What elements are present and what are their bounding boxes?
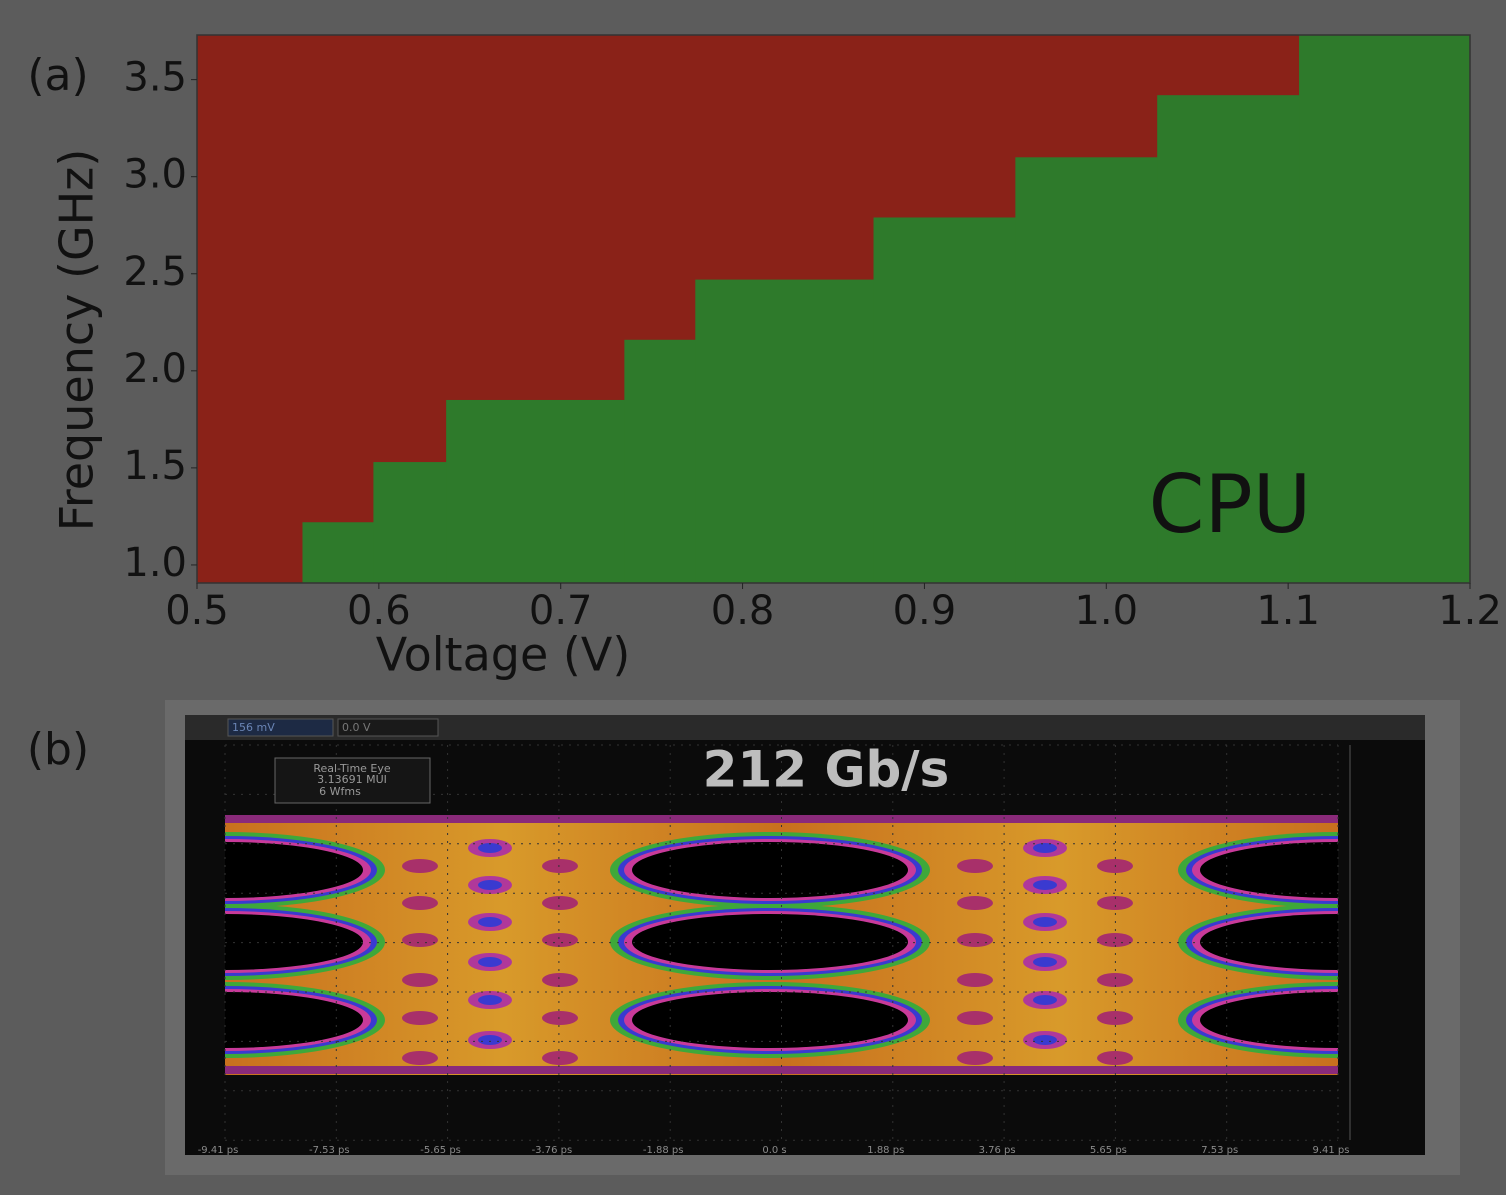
pass-region xyxy=(695,279,875,583)
crossing-dot xyxy=(402,859,438,873)
shmoo-plot: 0.5 0.6 0.7 0.8 0.9 1.0 1.1 1.2 1.0 1.5 2.0 2.5 3.0 3… xyxy=(123,34,1502,634)
eye-opening xyxy=(1200,842,1338,898)
eye-opening xyxy=(225,914,363,970)
crossing-dot xyxy=(1097,896,1133,910)
crossing-dot xyxy=(957,896,993,910)
crossing-dot xyxy=(957,1051,993,1065)
crossing-dot xyxy=(402,973,438,987)
pass-region xyxy=(446,399,625,583)
crossing-dot xyxy=(542,933,578,947)
time-label: 1.88 ps xyxy=(867,1145,904,1156)
crossing-dot xyxy=(957,1011,993,1025)
x-tick-label: 1.2 xyxy=(1438,588,1502,634)
pass-region xyxy=(624,339,696,583)
eye-opening xyxy=(632,914,908,970)
crossing-dot xyxy=(478,995,502,1005)
pass-region xyxy=(1299,35,1471,583)
x-tick-label: 1.0 xyxy=(1074,588,1138,634)
time-label: 5.65 ps xyxy=(1090,1145,1127,1156)
pass-region xyxy=(1015,157,1158,584)
eye-opening xyxy=(225,992,363,1048)
x-axis-label: Voltage (V) xyxy=(376,628,631,682)
y-tick-label: 2.0 xyxy=(123,346,187,392)
crossing-dot xyxy=(478,843,502,853)
crossing-dot xyxy=(478,917,502,927)
pass-region xyxy=(373,462,447,583)
eye-edge xyxy=(225,1066,1338,1074)
eye-diagram xyxy=(225,815,1338,1075)
time-label: -7.53 ps xyxy=(309,1145,350,1156)
pass-region xyxy=(1157,95,1300,583)
x-tick-label: 0.8 xyxy=(711,588,775,634)
y-tick-label: 1.5 xyxy=(123,443,187,489)
eye-opening xyxy=(1200,914,1338,970)
crossing-dot xyxy=(542,973,578,987)
time-label: 3.76 ps xyxy=(979,1145,1016,1156)
y-tick-label: 2.5 xyxy=(123,249,187,295)
crossing-dot xyxy=(1097,973,1133,987)
y-tick-label: 1.0 xyxy=(123,540,187,586)
x-tick-label: 0.6 xyxy=(347,588,411,634)
x-tick-label: 1.1 xyxy=(1256,588,1320,634)
crossing-dot xyxy=(542,859,578,873)
annotation: CPU xyxy=(1149,458,1312,551)
pass-region xyxy=(302,522,374,583)
time-label: -5.65 ps xyxy=(420,1145,461,1156)
eye-opening xyxy=(632,842,908,898)
crossing-dot xyxy=(542,1051,578,1065)
crossing-dot xyxy=(402,1011,438,1025)
toolbar-field xyxy=(227,718,334,737)
eye-title: 212 Gb/s xyxy=(703,741,950,799)
crossing-dot xyxy=(1033,880,1057,890)
crossing-dot xyxy=(1097,933,1133,947)
crossing-dot xyxy=(478,1035,502,1045)
info-text: Real-Time Eye xyxy=(313,762,391,775)
x-tick-label: 0.9 xyxy=(893,588,957,634)
crossing-dot xyxy=(957,859,993,873)
time-label: 7.53 ps xyxy=(1201,1145,1238,1156)
crossing-dot xyxy=(402,1051,438,1065)
y-tick-label: 3.5 xyxy=(123,55,187,101)
info-box xyxy=(274,757,431,804)
plot-border xyxy=(196,34,1471,584)
time-label: -3.76 ps xyxy=(532,1145,573,1156)
crossing-dot xyxy=(1033,1035,1057,1045)
crossing-dot xyxy=(402,933,438,947)
crossing-dot xyxy=(402,896,438,910)
crossing-dot xyxy=(1033,957,1057,967)
crossing-dot xyxy=(957,933,993,947)
pass-region xyxy=(873,217,1016,584)
crossing-dot xyxy=(1033,843,1057,853)
crossing-dot xyxy=(957,973,993,987)
y-axis-label: Frequency (GHz) xyxy=(50,149,104,532)
crossing-dot xyxy=(542,1011,578,1025)
toolbar-text: 156 mV xyxy=(232,721,275,734)
crossing-dot xyxy=(1033,995,1057,1005)
time-label: 9.41 ps xyxy=(1312,1145,1349,1156)
info-text: 3.13691 MUI xyxy=(317,773,387,786)
y-tick-label: 3.0 xyxy=(123,152,187,198)
crossing-dot xyxy=(1033,917,1057,927)
time-label: -1.88 ps xyxy=(643,1145,684,1156)
eye-opening xyxy=(1200,992,1338,1048)
time-label: 0.0 s xyxy=(762,1145,786,1156)
info-text: 6 Wfms xyxy=(319,785,361,798)
time-label: -9.41 ps xyxy=(198,1145,239,1156)
x-tick-label: 0.5 xyxy=(165,588,229,634)
panel-label: (b) xyxy=(27,724,89,775)
x-tick-label: 0.7 xyxy=(529,588,593,634)
panel-label: (a) xyxy=(27,50,88,101)
eye-opening xyxy=(225,842,363,898)
crossing-dot xyxy=(478,957,502,967)
crossing-dot xyxy=(542,896,578,910)
toolbar-text: 0.0 V xyxy=(342,721,371,734)
eye-opening xyxy=(632,992,908,1048)
crossing-dot xyxy=(478,880,502,890)
toolbar-field xyxy=(337,718,439,737)
